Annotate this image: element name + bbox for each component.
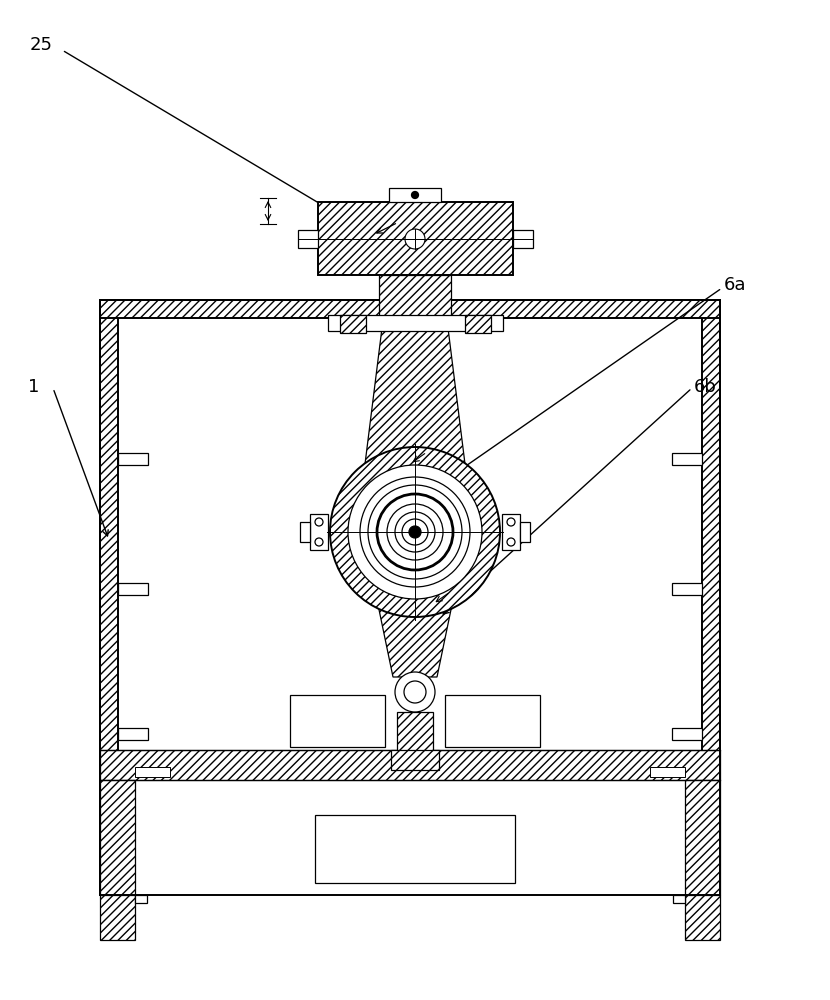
Bar (502, 514, 520, 550)
Circle shape (409, 526, 421, 538)
Bar (100, 300, 720, 318)
Bar (298, 230, 318, 248)
Bar (118, 728, 148, 740)
Circle shape (360, 477, 470, 587)
Text: 6b: 6b (694, 378, 717, 396)
Bar (673, 895, 685, 903)
Bar (310, 514, 328, 550)
Circle shape (377, 494, 453, 570)
Bar (100, 300, 118, 895)
Bar (100, 895, 135, 940)
Bar (513, 230, 533, 248)
Bar (100, 780, 135, 895)
Bar (100, 750, 720, 780)
Circle shape (395, 512, 435, 552)
Bar (328, 315, 503, 331)
Bar (135, 767, 170, 777)
Bar (118, 583, 148, 595)
Bar (702, 300, 720, 895)
Circle shape (507, 538, 515, 546)
Bar (685, 780, 720, 895)
Text: 1: 1 (28, 378, 39, 396)
Bar (118, 453, 148, 465)
Bar (650, 767, 685, 777)
Circle shape (404, 681, 426, 703)
Circle shape (412, 192, 418, 198)
Bar (290, 695, 385, 747)
Bar (315, 815, 515, 883)
Bar (672, 453, 702, 465)
Circle shape (507, 518, 515, 526)
Bar (389, 188, 441, 202)
Circle shape (368, 485, 462, 579)
Bar (397, 712, 433, 752)
Bar (391, 750, 439, 770)
Bar (672, 728, 702, 740)
Bar (465, 315, 491, 333)
Circle shape (315, 538, 323, 546)
Polygon shape (377, 600, 453, 677)
Circle shape (348, 465, 482, 599)
Bar (340, 315, 366, 333)
Text: 25: 25 (30, 36, 53, 54)
Polygon shape (365, 320, 465, 464)
Bar (445, 695, 540, 747)
Text: 6a: 6a (724, 276, 746, 294)
Bar (520, 522, 530, 542)
Bar (672, 583, 702, 595)
Circle shape (387, 504, 443, 560)
Circle shape (395, 672, 435, 712)
Circle shape (330, 447, 500, 617)
Circle shape (402, 519, 428, 545)
Circle shape (315, 518, 323, 526)
Bar (685, 895, 720, 940)
Circle shape (405, 229, 425, 249)
Bar (379, 275, 451, 318)
Bar (300, 522, 310, 542)
Bar (318, 202, 513, 275)
Bar (135, 895, 147, 903)
